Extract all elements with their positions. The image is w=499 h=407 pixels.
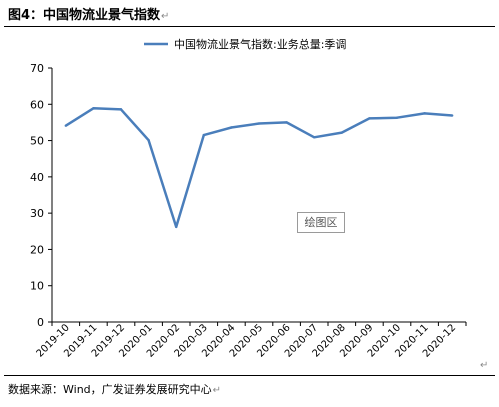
legend-label: 中国物流业景气指数:业务总量:季调 <box>174 37 346 51</box>
top-rule <box>4 26 495 27</box>
line-chart: 中国物流业景气指数:业务总量:季调 0102030405060702019-10… <box>30 37 467 360</box>
axes: 0102030405060702019-102019-112019-122020… <box>30 62 467 360</box>
data-point <box>147 139 150 142</box>
y-tick-label: 10 <box>30 280 44 293</box>
data-point <box>175 225 178 229</box>
data-point <box>285 121 288 124</box>
y-tick-label: 0 <box>37 316 44 329</box>
data-point <box>313 136 316 139</box>
data-point <box>451 114 454 117</box>
y-tick-label: 30 <box>30 207 44 220</box>
series-layer <box>64 107 454 229</box>
plot-area-badge: 绘图区 <box>297 212 345 233</box>
data-point <box>423 112 426 115</box>
y-tick-label: 50 <box>30 135 44 148</box>
figure-title: 图4：中国物流业景气指数↵ <box>8 8 170 23</box>
y-tick-label: 70 <box>30 62 44 75</box>
data-point <box>257 122 261 125</box>
data-point <box>64 124 68 127</box>
figure-source: 数据来源：Wind，广发证券发展研究中心↵ <box>8 383 222 396</box>
data-point <box>202 133 205 137</box>
y-tick-label: 20 <box>30 243 44 256</box>
data-point <box>340 131 343 134</box>
data-point <box>119 108 123 111</box>
data-point <box>230 126 233 129</box>
data-point <box>395 116 399 119</box>
data-point <box>92 107 95 110</box>
legend: 中国物流业景气指数:业务总量:季调 <box>144 37 346 51</box>
return-mark-icon: ↵ <box>212 385 222 396</box>
series-line <box>65 107 453 229</box>
bottom-rule <box>4 375 495 376</box>
return-mark-icon: ↵ <box>480 360 489 371</box>
y-tick-label: 40 <box>30 171 44 184</box>
return-mark-icon: ↵ <box>161 11 170 22</box>
y-tick-label: 60 <box>30 98 44 111</box>
data-point <box>368 117 371 120</box>
